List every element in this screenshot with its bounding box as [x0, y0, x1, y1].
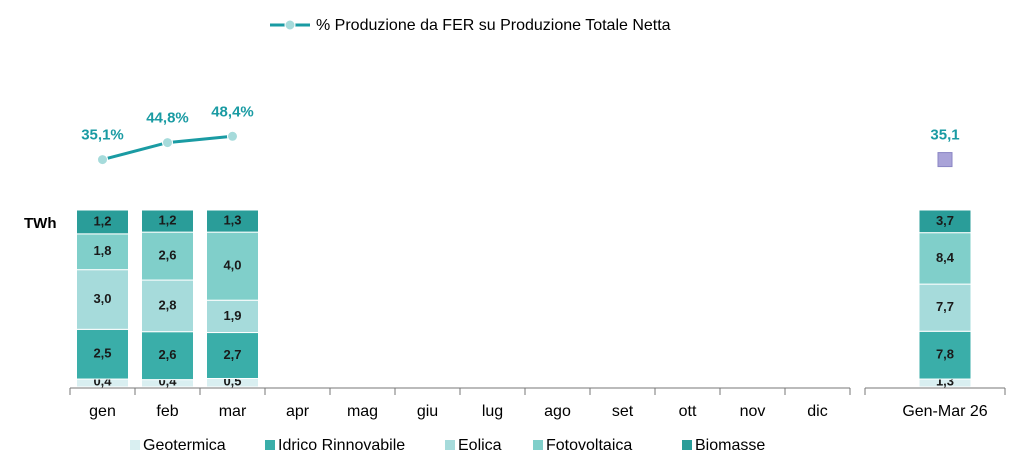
bar-segment: [76, 269, 129, 330]
data-label: 7,8: [936, 347, 954, 362]
legend-label: % Produzione da FER su Produzione Totale…: [316, 17, 671, 34]
data-label: 1,9: [223, 308, 241, 323]
legend-swatch: [445, 440, 455, 450]
y-axis-label: TWh: [24, 215, 56, 232]
data-label: 2,6: [158, 248, 176, 263]
x-tick-label: gen: [89, 403, 116, 420]
x-tick-label: feb: [156, 403, 178, 420]
bar-segment: [206, 231, 259, 301]
data-label: 3,7: [936, 213, 954, 228]
x-tick-label: lug: [482, 403, 503, 420]
legend-swatch: [533, 440, 543, 450]
x-tick-label: giu: [417, 403, 438, 420]
x-tick-label: Gen-Mar 26: [902, 403, 987, 420]
bar-segment: [141, 209, 194, 233]
x-tick-label: mar: [219, 403, 247, 420]
bar-segment: [76, 328, 129, 380]
legend-marker: [284, 19, 296, 31]
data-label: 35,1%: [81, 127, 124, 144]
x-tick-label: apr: [286, 403, 310, 420]
line-marker: [937, 152, 953, 168]
x-tick-label: set: [612, 403, 634, 420]
data-label: 2,8: [158, 297, 176, 312]
legend-label: Geotermica: [143, 437, 226, 454]
bar-segment: [206, 299, 259, 334]
legend-label: Fotovoltaica: [546, 437, 632, 454]
legend-swatch: [130, 440, 140, 450]
data-label: 3,0: [93, 291, 111, 306]
line-marker: [227, 130, 238, 142]
bar-segment: [918, 232, 972, 285]
bar-segment: [206, 332, 259, 379]
bar-segment: [918, 283, 972, 332]
legend-swatch: [682, 440, 692, 450]
x-tick-label: ott: [679, 403, 697, 420]
bar-segment: [918, 209, 972, 234]
data-label: 35,1: [930, 127, 959, 144]
bar-segment: [141, 331, 194, 381]
legend-swatch: [265, 440, 275, 450]
data-label: 1,3: [223, 213, 241, 228]
data-label: 1,8: [93, 243, 111, 258]
data-label: 2,6: [158, 347, 176, 362]
data-label: 44,8%: [146, 110, 189, 127]
x-tick-label: nov: [740, 403, 766, 420]
line-marker: [97, 154, 108, 166]
legend-label: Eolica: [458, 437, 502, 454]
bar-segment: [141, 279, 194, 333]
data-label: 1,2: [158, 213, 176, 228]
data-label: 48,4%: [211, 103, 254, 120]
legend-label: Biomasse: [695, 437, 765, 454]
data-label: 2,5: [93, 346, 111, 361]
bar-segment: [76, 209, 129, 235]
x-tick-label: dic: [807, 403, 827, 420]
data-label: 7,7: [936, 299, 954, 314]
line-marker: [162, 137, 173, 149]
x-tick-label: ago: [544, 403, 571, 420]
legend-label: Idrico Rinnovabile: [278, 437, 405, 454]
data-label: 1,2: [93, 213, 111, 228]
x-tick-label: mag: [347, 403, 378, 420]
bar-segment: [206, 209, 259, 233]
data-label: 4,0: [223, 258, 241, 273]
data-label: 2,7: [223, 347, 241, 362]
data-label: 8,4: [936, 250, 955, 265]
bar-segment: [918, 330, 972, 380]
bar-segment: [76, 233, 129, 271]
